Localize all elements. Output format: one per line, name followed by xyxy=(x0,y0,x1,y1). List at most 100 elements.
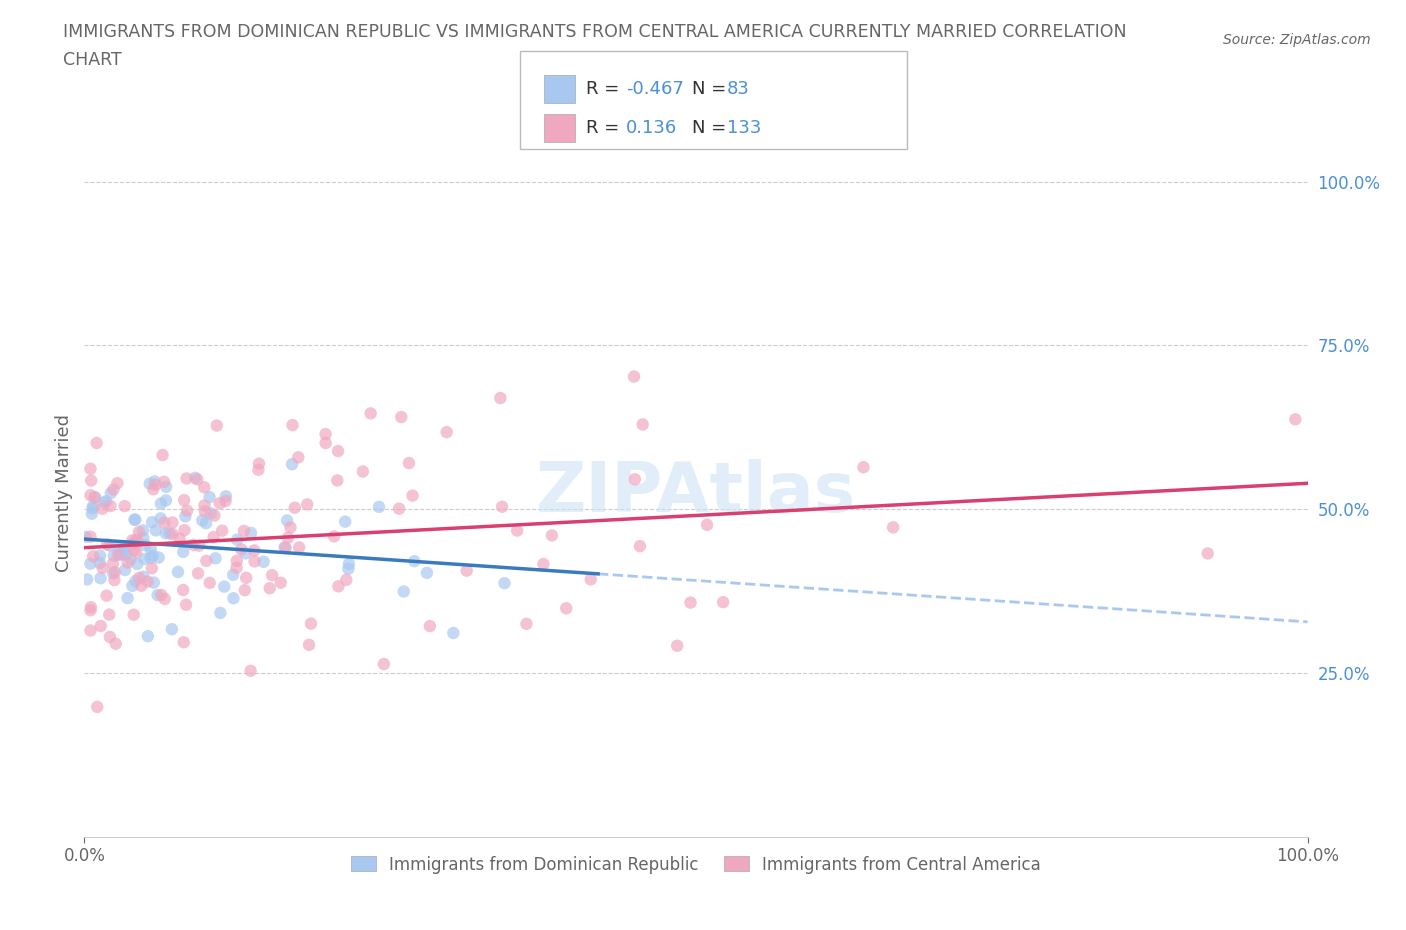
Point xyxy=(79,603,101,618)
Point xyxy=(225,553,247,568)
Point xyxy=(247,462,270,477)
Point xyxy=(679,595,702,610)
Point xyxy=(284,500,307,515)
Point xyxy=(298,637,321,652)
Point xyxy=(146,588,169,603)
Point xyxy=(132,569,155,584)
Point xyxy=(335,572,357,587)
Point xyxy=(132,523,155,538)
Point xyxy=(82,498,104,513)
Point xyxy=(114,563,136,578)
Point xyxy=(80,473,103,488)
Point xyxy=(491,499,513,514)
Point xyxy=(145,523,167,538)
Point xyxy=(489,391,512,405)
Point xyxy=(281,457,304,472)
Point xyxy=(162,526,184,541)
Point xyxy=(101,556,124,571)
Point xyxy=(404,553,426,568)
Text: 133: 133 xyxy=(727,119,761,138)
Point xyxy=(398,456,420,471)
Point xyxy=(243,543,266,558)
Point xyxy=(131,578,153,593)
Point xyxy=(211,524,233,538)
Point xyxy=(623,369,645,384)
Point xyxy=(100,485,122,500)
Point xyxy=(368,499,391,514)
Text: N =: N = xyxy=(692,80,731,99)
Point xyxy=(125,545,148,560)
Point xyxy=(243,554,266,569)
Point xyxy=(195,553,218,568)
Point xyxy=(75,529,97,544)
Point xyxy=(173,523,195,538)
Text: IMMIGRANTS FROM DOMINICAN REPUBLIC VS IMMIGRANTS FROM CENTRAL AMERICA CURRENTLY : IMMIGRANTS FROM DOMINICAN REPUBLIC VS IM… xyxy=(63,23,1126,41)
Point xyxy=(141,561,163,576)
Point xyxy=(114,498,136,513)
Point xyxy=(105,476,128,491)
Point xyxy=(174,597,197,612)
Point xyxy=(277,530,299,545)
Point xyxy=(159,526,181,541)
Point xyxy=(299,617,322,631)
Point xyxy=(153,591,176,606)
Point xyxy=(198,576,221,591)
Point xyxy=(323,529,346,544)
Point xyxy=(183,538,205,552)
Point xyxy=(233,583,256,598)
Point xyxy=(235,546,257,561)
Point xyxy=(89,555,111,570)
Point xyxy=(86,435,108,450)
Point xyxy=(288,540,311,555)
Point xyxy=(419,618,441,633)
Point xyxy=(153,474,176,489)
Point xyxy=(91,561,114,576)
Point xyxy=(90,618,112,633)
Point xyxy=(127,535,149,550)
Point xyxy=(122,543,145,558)
Point xyxy=(79,556,101,571)
Text: R =: R = xyxy=(586,119,626,138)
Point xyxy=(1284,412,1306,427)
Point xyxy=(173,635,195,650)
Point xyxy=(132,531,155,546)
Point xyxy=(96,494,118,509)
Point xyxy=(1197,546,1219,561)
Text: Source: ZipAtlas.com: Source: ZipAtlas.com xyxy=(1223,33,1371,46)
Point xyxy=(167,565,190,579)
Point xyxy=(136,574,159,589)
Point xyxy=(124,574,146,589)
Point xyxy=(136,629,159,644)
Point xyxy=(360,406,382,421)
Point xyxy=(215,489,238,504)
Text: 0.136: 0.136 xyxy=(626,119,676,138)
Point xyxy=(162,515,184,530)
Y-axis label: Currently Married: Currently Married xyxy=(55,414,73,572)
Point xyxy=(696,517,718,532)
Point xyxy=(103,549,125,564)
Point xyxy=(262,567,284,582)
Text: R =: R = xyxy=(586,80,626,99)
Point xyxy=(531,556,554,571)
Point xyxy=(79,623,101,638)
Point xyxy=(84,490,107,505)
Point xyxy=(184,471,207,485)
Point xyxy=(315,435,337,450)
Point xyxy=(297,497,319,512)
Point xyxy=(315,427,337,442)
Point xyxy=(122,536,145,551)
Point xyxy=(326,473,349,488)
Point xyxy=(195,516,218,531)
Point xyxy=(280,520,302,535)
Point xyxy=(93,495,115,510)
Point xyxy=(101,566,124,581)
Point xyxy=(198,490,221,505)
Point xyxy=(79,461,101,476)
Point xyxy=(337,556,360,571)
Point xyxy=(155,479,177,494)
Point xyxy=(579,572,602,587)
Point xyxy=(352,464,374,479)
Point xyxy=(169,531,191,546)
Point xyxy=(79,487,101,502)
Point xyxy=(333,514,356,529)
